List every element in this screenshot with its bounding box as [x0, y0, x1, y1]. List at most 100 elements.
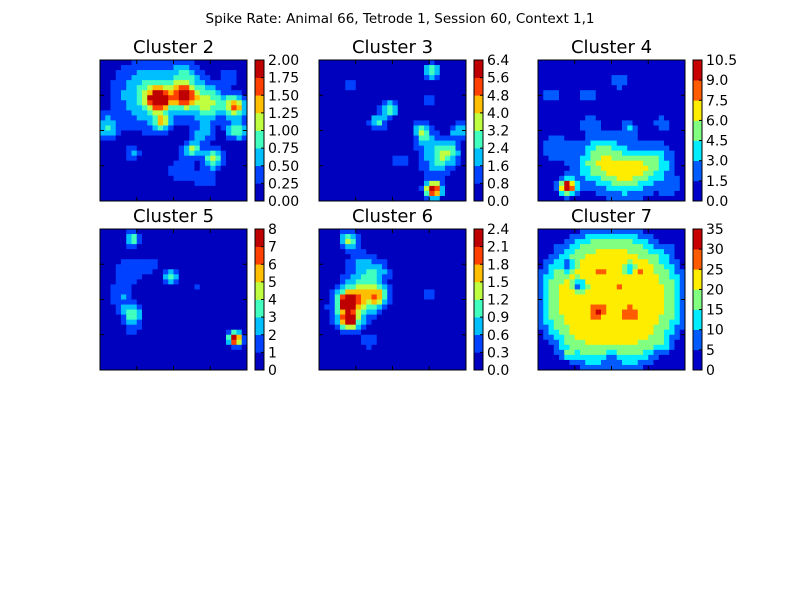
- heatmap-cell: [548, 120, 555, 126]
- heatmap-cell: [371, 244, 378, 250]
- heatmap-cell: [110, 100, 117, 106]
- heatmap-cell: [637, 324, 644, 331]
- heatmap-cell: [241, 115, 248, 121]
- heatmap-cell: [595, 339, 602, 346]
- heatmap-cell: [658, 254, 665, 260]
- heatmap-cell: [131, 95, 138, 101]
- colorbar-segment: [693, 329, 702, 351]
- heatmap-cell: [664, 165, 670, 172]
- heatmap-cell: [173, 299, 180, 305]
- colorbar-tick-label: 0.0: [487, 363, 509, 379]
- heatmap-cell: [220, 170, 227, 177]
- heatmap-cell: [616, 125, 623, 131]
- heatmap-cell: [669, 160, 675, 167]
- heatmap-cell: [564, 155, 570, 162]
- heatmap-cell: [538, 314, 544, 321]
- heatmap-cell: [664, 324, 670, 331]
- heatmap-cell: [434, 120, 441, 126]
- heatmap-cell: [569, 364, 576, 371]
- heatmap-cell: [173, 279, 180, 285]
- heatmap-cell: [590, 244, 597, 250]
- heatmap-cell: [319, 150, 325, 157]
- heatmap-cell: [361, 125, 367, 131]
- heatmap-cell: [173, 274, 180, 280]
- heatmap-cell: [226, 329, 232, 336]
- heatmap-cell: [590, 65, 597, 71]
- heatmap-cell: [324, 180, 330, 187]
- heatmap-cell: [121, 244, 127, 250]
- heatmap-cell: [361, 135, 367, 141]
- heatmap-cell: [553, 150, 560, 157]
- heatmap-cell: [543, 140, 549, 147]
- heatmap-cell: [100, 180, 106, 187]
- heatmap-cell: [350, 120, 357, 126]
- heatmap-cell: [585, 344, 591, 351]
- heatmap-cells: [100, 229, 248, 371]
- heatmap-cell: [632, 140, 639, 147]
- heatmap-cell: [679, 90, 686, 96]
- heatmap-cell: [110, 309, 117, 316]
- heatmap-cell: [376, 279, 383, 285]
- heatmap-cell: [553, 274, 560, 280]
- heatmap-cell: [157, 170, 164, 177]
- heatmap-cell: [319, 90, 325, 96]
- heatmap-cell: [236, 60, 243, 66]
- heatmap-cell: [569, 254, 576, 260]
- heatmap-cell: [168, 160, 174, 167]
- heatmap-cell: [595, 150, 602, 157]
- heatmap-cell: [376, 339, 383, 346]
- heatmap-cell: [674, 150, 681, 157]
- heatmap-cell: [643, 105, 649, 111]
- heatmap-cell: [658, 115, 665, 121]
- heatmap-cell: [679, 229, 686, 235]
- heatmap-cell: [669, 120, 675, 126]
- heatmap-cell: [163, 155, 169, 162]
- heatmap-cell: [131, 299, 138, 305]
- heatmap-cell: [163, 60, 169, 66]
- heatmap-cell: [559, 314, 565, 321]
- heatmap-cell: [199, 75, 206, 81]
- heatmap-cell: [147, 140, 153, 147]
- heatmap-cell: [669, 264, 675, 270]
- heatmap-cell: [439, 279, 446, 285]
- heatmap-cell: [173, 284, 180, 290]
- heatmap-cell: [173, 170, 180, 177]
- heatmap-cell: [658, 339, 665, 346]
- heatmap-cell: [382, 259, 388, 265]
- heatmap-cell: [382, 155, 388, 162]
- heatmap-cell: [601, 80, 607, 86]
- heatmap-cell: [595, 100, 602, 106]
- heatmap-cell: [418, 80, 425, 86]
- heatmap-cell: [595, 279, 602, 285]
- heatmap-cell: [126, 329, 132, 336]
- heatmap-cell: [653, 239, 660, 245]
- heatmap-cell: [445, 165, 451, 172]
- heatmap-cell: [664, 105, 670, 111]
- heatmap-cell: [345, 239, 351, 245]
- heatmap-cell: [643, 190, 649, 197]
- heatmap-cell: [236, 364, 243, 371]
- heatmap-cell: [408, 175, 414, 182]
- heatmap-cell: [205, 155, 211, 162]
- heatmap-cell: [606, 145, 612, 152]
- heatmap-cell: [136, 130, 143, 136]
- heatmap-cell: [334, 135, 341, 141]
- heatmap-cell: [601, 195, 607, 202]
- heatmap-cell: [648, 150, 654, 157]
- heatmap-cell: [126, 60, 132, 66]
- heatmap-cell: [424, 125, 430, 131]
- heatmap-cell: [413, 314, 420, 321]
- heatmap-cell: [319, 75, 325, 81]
- heatmap-cell: [340, 259, 346, 265]
- heatmap-cell: [455, 299, 462, 305]
- heatmap-cell: [189, 65, 195, 71]
- heatmap-cell: [105, 274, 111, 280]
- heatmap-cell: [455, 150, 462, 157]
- heatmap-cell: [585, 60, 591, 66]
- heatmap-cell: [616, 160, 623, 167]
- heatmap-cell: [674, 274, 681, 280]
- colorbar-tick-label: 6.0: [706, 113, 728, 129]
- heatmap-cell: [397, 344, 404, 351]
- heatmap-cell: [184, 269, 190, 275]
- heatmap-cell: [413, 145, 420, 152]
